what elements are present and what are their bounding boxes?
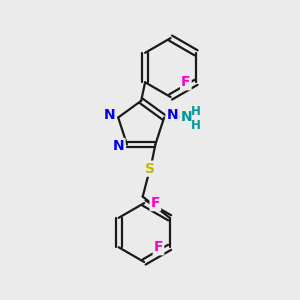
Text: N: N (180, 110, 192, 124)
Text: F: F (181, 75, 190, 89)
Text: N: N (167, 108, 178, 122)
Text: S: S (145, 162, 155, 176)
Text: N: N (104, 108, 116, 122)
Text: H: H (191, 105, 201, 118)
Text: F: F (151, 196, 160, 210)
Text: H: H (191, 119, 201, 132)
Text: N: N (113, 139, 124, 153)
Text: F: F (154, 240, 163, 254)
